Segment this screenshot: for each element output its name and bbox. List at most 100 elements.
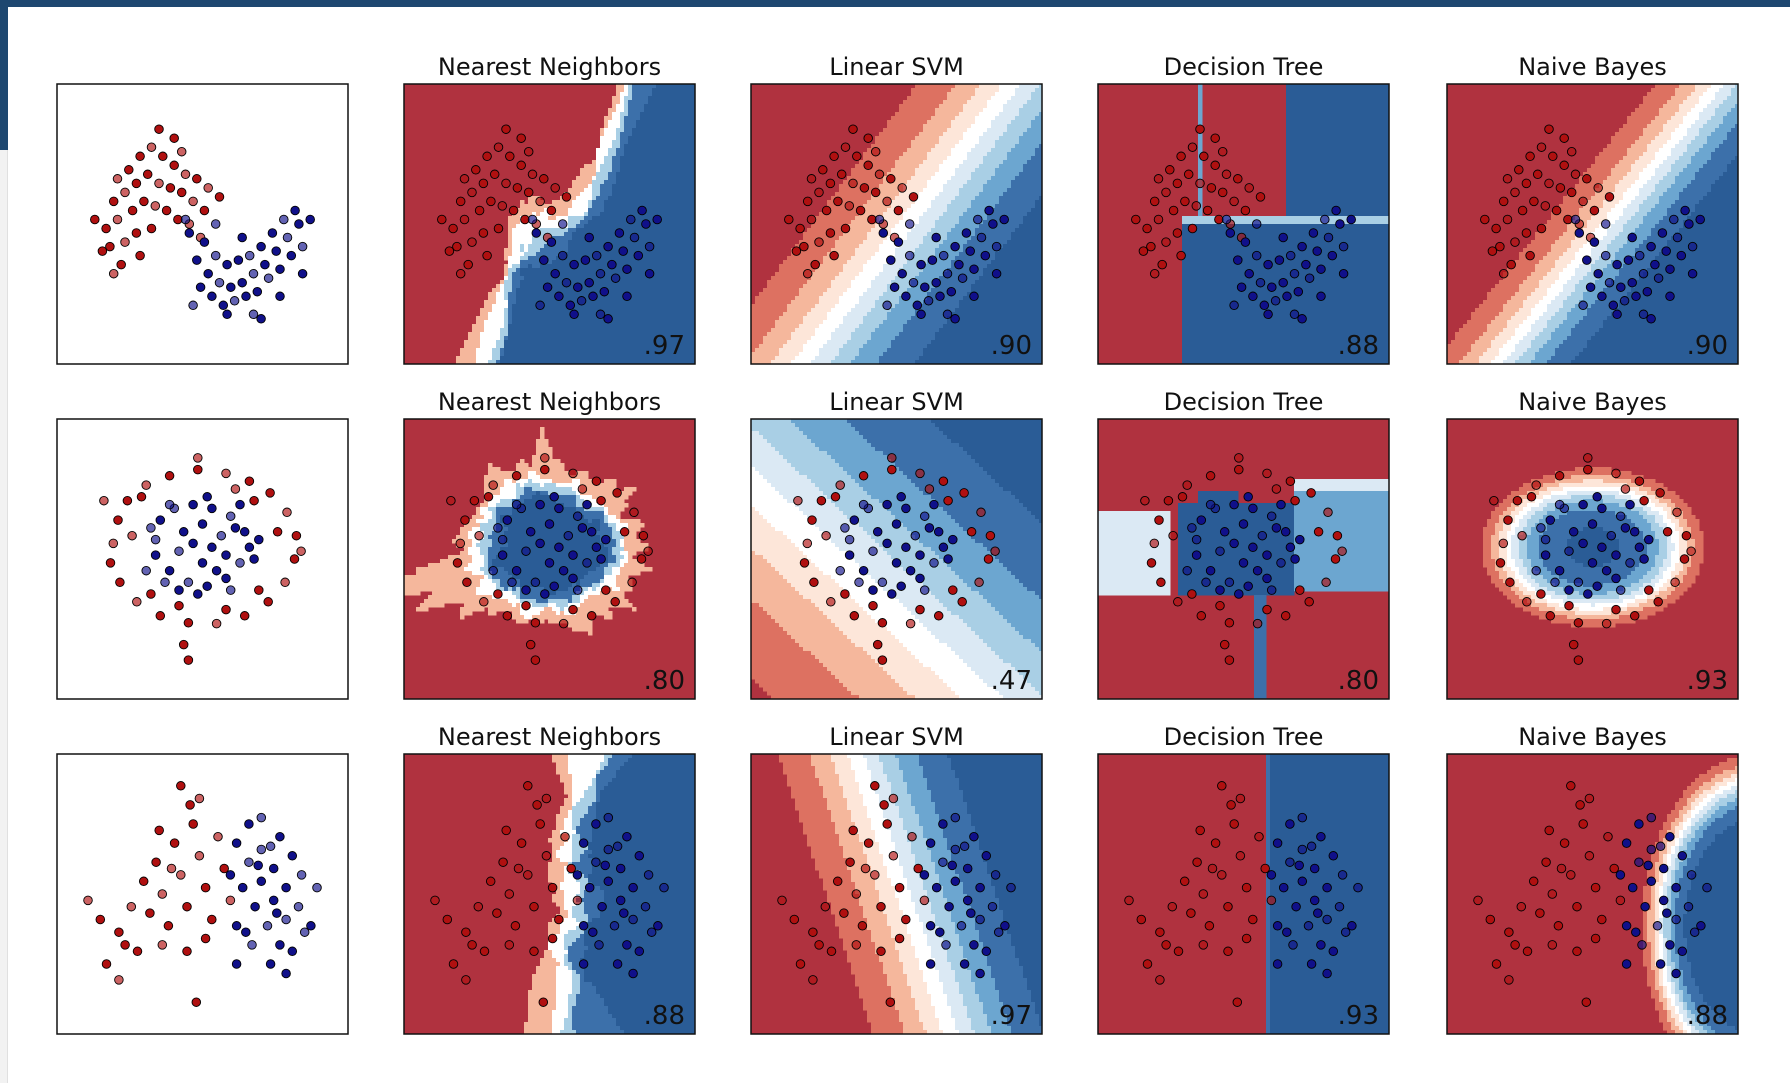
point-class-blue bbox=[925, 921, 936, 931]
point-class-red bbox=[802, 196, 813, 207]
subplot-title: Nearest Neighbors bbox=[438, 53, 661, 81]
point-class-blue bbox=[601, 534, 611, 545]
point-class-red bbox=[1262, 468, 1272, 479]
point-class-blue bbox=[1278, 232, 1288, 243]
point-class-red bbox=[629, 507, 639, 518]
point-class-red bbox=[513, 863, 524, 874]
point-class-blue bbox=[1278, 882, 1289, 893]
point-class-blue bbox=[1229, 538, 1239, 549]
accuracy-score: .80 bbox=[1338, 666, 1379, 696]
point-class-red bbox=[870, 781, 880, 791]
accuracy-score: .90 bbox=[1687, 331, 1728, 361]
point-class-blue bbox=[565, 300, 576, 311]
point-class-red bbox=[512, 183, 523, 193]
point-class-blue bbox=[297, 268, 308, 279]
point-class-red bbox=[1176, 250, 1186, 261]
point-class-blue bbox=[572, 585, 583, 595]
point-class-blue bbox=[1347, 921, 1357, 931]
point-class-red bbox=[905, 618, 916, 629]
point-class-blue bbox=[1297, 241, 1307, 252]
point-class-blue bbox=[561, 277, 572, 288]
point-class-red bbox=[200, 933, 211, 944]
point-class-blue bbox=[1282, 291, 1292, 302]
point-class-red bbox=[806, 174, 817, 184]
point-class-red bbox=[461, 975, 471, 985]
point-class-blue bbox=[268, 863, 279, 874]
point-class-red bbox=[486, 196, 496, 207]
point-class-red bbox=[821, 205, 832, 216]
point-class-blue bbox=[530, 577, 541, 588]
point-class-red bbox=[840, 223, 851, 234]
point-class-blue bbox=[644, 241, 655, 252]
point-class-blue bbox=[221, 573, 231, 584]
point-class-red bbox=[493, 589, 503, 599]
point-class-blue bbox=[1578, 300, 1588, 311]
point-class-red bbox=[163, 921, 174, 931]
point-class-blue bbox=[1611, 550, 1621, 560]
point-class-red bbox=[1572, 946, 1582, 957]
point-class-red bbox=[1195, 178, 1205, 189]
point-class-red bbox=[957, 597, 967, 607]
point-class-blue bbox=[1646, 812, 1657, 823]
decision-surface bbox=[524, 754, 695, 1034]
point-class-blue bbox=[1297, 844, 1308, 855]
point-class-red bbox=[174, 600, 184, 611]
point-class-blue bbox=[1266, 511, 1277, 521]
point-class-red bbox=[467, 940, 477, 950]
point-class-red bbox=[1323, 507, 1333, 518]
point-class-blue bbox=[237, 277, 247, 288]
point-class-blue bbox=[1531, 565, 1541, 576]
point-class-blue bbox=[1290, 554, 1300, 564]
point-class-blue bbox=[962, 895, 973, 906]
point-class-red bbox=[1252, 618, 1263, 629]
point-class-blue bbox=[1280, 527, 1291, 537]
point-class-red bbox=[814, 940, 824, 950]
point-class-blue bbox=[1267, 282, 1277, 292]
point-class-red bbox=[523, 146, 534, 157]
point-class-blue bbox=[256, 241, 266, 252]
point-class-red bbox=[908, 192, 919, 202]
point-class-blue bbox=[1625, 558, 1635, 568]
window-left-edge bbox=[0, 150, 8, 1083]
subplot-title: Naive Bayes bbox=[1518, 723, 1667, 751]
point-class-blue bbox=[944, 901, 954, 912]
point-class-red bbox=[493, 223, 504, 234]
point-class-blue bbox=[854, 577, 864, 588]
point-class-red bbox=[1536, 223, 1547, 234]
point-class-blue bbox=[248, 268, 259, 279]
point-class-red bbox=[809, 577, 819, 588]
point-class-red bbox=[877, 655, 888, 665]
point-class-blue bbox=[644, 268, 655, 279]
point-class-blue bbox=[211, 565, 222, 576]
point-class-red bbox=[1528, 876, 1539, 887]
point-class-red bbox=[863, 838, 874, 848]
point-class-red bbox=[105, 558, 116, 568]
point-class-blue bbox=[1316, 831, 1326, 842]
point-class-red bbox=[1235, 851, 1246, 861]
accuracy-score: .90 bbox=[991, 331, 1032, 361]
point-class-blue bbox=[929, 499, 939, 510]
point-class-blue bbox=[1608, 300, 1619, 311]
point-class-red bbox=[114, 975, 124, 985]
point-class-red bbox=[1547, 940, 1558, 950]
point-class-red bbox=[1229, 819, 1239, 829]
point-class-red bbox=[112, 174, 123, 184]
point-class-red bbox=[1192, 857, 1202, 867]
point-class-blue bbox=[287, 851, 298, 861]
point-class-blue bbox=[1634, 250, 1645, 261]
point-class-red bbox=[547, 933, 558, 944]
point-class-red bbox=[885, 997, 896, 1007]
point-class-red bbox=[1224, 618, 1235, 628]
point-class-blue bbox=[1545, 515, 1556, 525]
point-class-red bbox=[1207, 863, 1218, 874]
point-class-red bbox=[1655, 488, 1665, 498]
point-class-blue bbox=[586, 527, 597, 537]
point-class-blue bbox=[1597, 291, 1607, 302]
point-class-blue bbox=[954, 259, 964, 270]
point-class-red bbox=[808, 927, 818, 937]
accuracy-score: .88 bbox=[1338, 331, 1379, 361]
point-class-red bbox=[1233, 174, 1243, 184]
point-class-red bbox=[586, 611, 597, 621]
point-class-red bbox=[1644, 585, 1654, 595]
point-class-blue bbox=[306, 921, 316, 931]
